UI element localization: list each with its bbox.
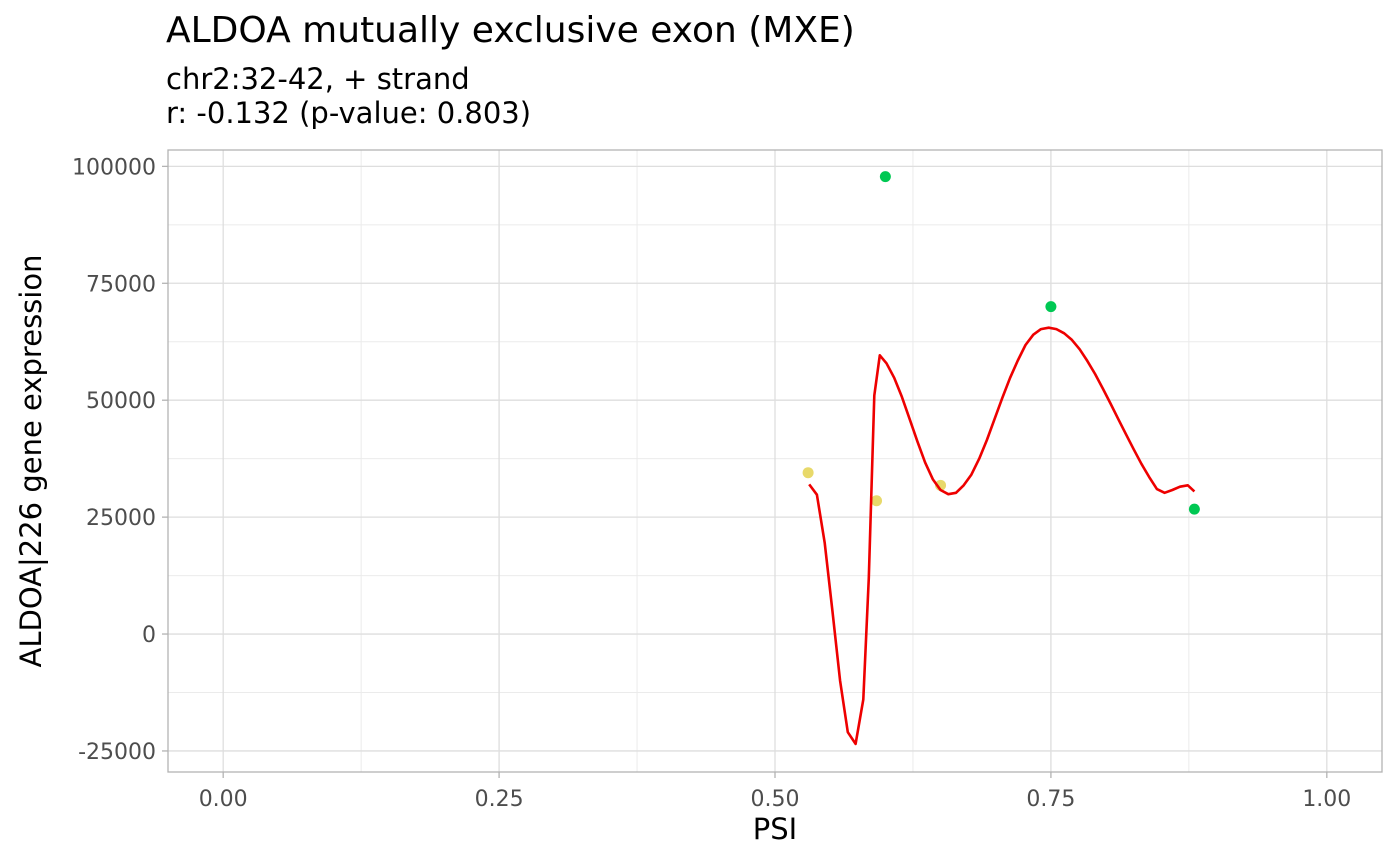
x-tick-label: 0.50 bbox=[751, 787, 800, 812]
x-axis-label: PSI bbox=[752, 812, 798, 846]
chart-subtitle-correlation: r: -0.132 (p-value: 0.803) bbox=[166, 96, 532, 130]
y-tick-label: 100000 bbox=[72, 155, 156, 180]
x-tick-label: 1.00 bbox=[1302, 787, 1351, 812]
chart-title: ALDOA mutually exclusive exon (MXE) bbox=[166, 10, 855, 51]
x-tick-label: 0.75 bbox=[1026, 787, 1075, 812]
y-tick-label: 75000 bbox=[86, 272, 156, 297]
x-tick-label: 0.25 bbox=[475, 787, 524, 812]
y-tick-label: 25000 bbox=[86, 506, 156, 531]
data-point bbox=[802, 467, 814, 479]
data-point bbox=[879, 171, 891, 183]
data-point bbox=[1188, 503, 1200, 515]
y-tick-label: -25000 bbox=[78, 740, 156, 765]
y-tick-label: 50000 bbox=[86, 389, 156, 414]
fit-line bbox=[808, 326, 1196, 746]
y-tick-label: 0 bbox=[142, 623, 156, 648]
chart-subtitle-region: chr2:32-42, + strand bbox=[166, 62, 470, 96]
data-point bbox=[1045, 301, 1057, 313]
data-point bbox=[871, 495, 883, 507]
y-axis-label: ALDOA|226 gene expression bbox=[14, 254, 48, 668]
x-tick-label: 0.00 bbox=[199, 787, 248, 812]
